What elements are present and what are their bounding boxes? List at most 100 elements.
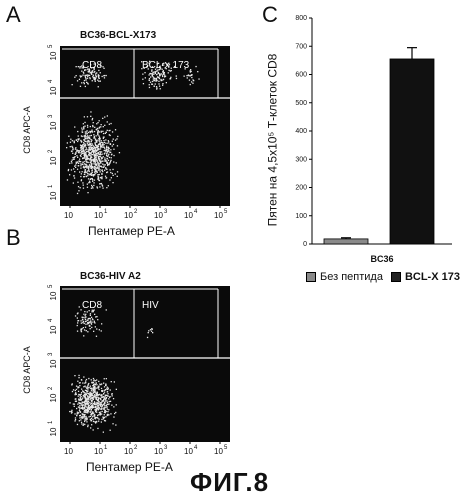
event-dot: [90, 416, 91, 417]
event-dot: [108, 154, 109, 155]
event-dot: [108, 141, 109, 142]
event-dot: [82, 182, 83, 183]
event-dot: [99, 143, 100, 144]
event-dot: [85, 154, 86, 155]
event-dot: [92, 186, 93, 187]
event-dot: [96, 167, 97, 168]
event-dot: [79, 159, 80, 160]
event-dot: [92, 80, 93, 81]
event-dot: [113, 144, 114, 145]
event-dot: [73, 168, 74, 169]
event-dot: [85, 397, 86, 398]
x-tick-exponent: 3: [164, 445, 168, 451]
event-dot: [72, 140, 73, 141]
event-dot: [103, 133, 104, 134]
event-dot: [100, 161, 101, 162]
event-dot: [110, 162, 111, 163]
event-dot: [87, 143, 88, 144]
event-dot: [110, 401, 111, 402]
event-dot: [170, 78, 171, 79]
event-dot: [102, 164, 103, 165]
event-dot: [90, 427, 91, 428]
event-dot: [100, 412, 101, 413]
event-dot: [99, 413, 100, 414]
event-dot: [81, 76, 82, 77]
event-dot: [94, 387, 95, 388]
event-dot: [98, 146, 99, 147]
event-dot: [102, 66, 103, 67]
event-dot: [84, 151, 85, 152]
event-dot: [88, 173, 89, 174]
event-dot: [85, 172, 86, 173]
event-dot: [109, 164, 110, 165]
event-dot: [88, 393, 89, 394]
event-dot: [89, 141, 90, 142]
event-dot: [80, 140, 81, 141]
event-dot: [100, 147, 101, 148]
event-dot: [103, 399, 104, 400]
event-dot: [102, 158, 103, 159]
event-dot: [102, 411, 103, 412]
event-dot: [107, 130, 108, 131]
event-dot: [83, 404, 84, 405]
event-dot: [92, 319, 93, 320]
event-dot: [71, 146, 72, 147]
event-dot: [83, 147, 84, 148]
event-dot: [111, 177, 112, 178]
event-dot: [68, 170, 69, 171]
event-dot: [104, 409, 105, 410]
event-dot: [96, 129, 97, 130]
event-dot: [99, 183, 100, 184]
event-dot: [94, 77, 95, 78]
event-dot: [82, 153, 83, 154]
event-dot: [158, 83, 159, 84]
event-dot: [87, 187, 88, 188]
event-dot: [83, 167, 84, 168]
event-dot: [101, 166, 102, 167]
event-dot: [149, 84, 150, 85]
event-dot: [72, 391, 73, 392]
event-dot: [99, 166, 100, 167]
event-dot: [152, 329, 153, 330]
event-dot: [84, 323, 85, 324]
event-dot: [87, 135, 88, 136]
event-dot: [102, 76, 103, 77]
event-dot: [94, 321, 95, 322]
event-dot: [193, 80, 194, 81]
event-dot: [84, 421, 85, 422]
event-dot: [80, 86, 81, 87]
event-dot: [75, 417, 76, 418]
panel-letter-c: C: [262, 2, 278, 28]
event-dot: [80, 395, 81, 396]
event-dot: [94, 401, 95, 402]
event-dot: [105, 150, 106, 151]
event-dot: [105, 139, 106, 140]
event-dot: [103, 432, 104, 433]
event-dot: [96, 159, 97, 160]
y-tick-label: 10: [49, 121, 58, 130]
y-tick-exponent: 4: [48, 79, 54, 83]
event-dot: [103, 156, 104, 157]
event-dot: [93, 185, 94, 186]
panel-letter-a: A: [6, 2, 21, 28]
event-dot: [78, 394, 79, 395]
x-tick-exponent: 1: [104, 209, 108, 215]
event-dot: [98, 164, 99, 165]
event-dot: [103, 383, 104, 384]
event-dot: [103, 68, 104, 69]
event-dot: [87, 116, 88, 117]
event-dot: [95, 411, 96, 412]
chart-legend: Без пептида BCL-X 173: [306, 271, 460, 283]
x-tick-label: 10: [124, 211, 133, 220]
event-dot: [69, 174, 70, 175]
event-dot: [107, 406, 108, 407]
event-dot: [90, 396, 91, 397]
event-dot: [97, 147, 98, 148]
event-dot: [104, 405, 105, 406]
event-dot: [93, 407, 94, 408]
event-dot: [75, 167, 76, 168]
event-dot: [98, 407, 99, 408]
event-dot: [94, 174, 95, 175]
event-dot: [116, 138, 117, 139]
event-dot: [87, 322, 88, 323]
